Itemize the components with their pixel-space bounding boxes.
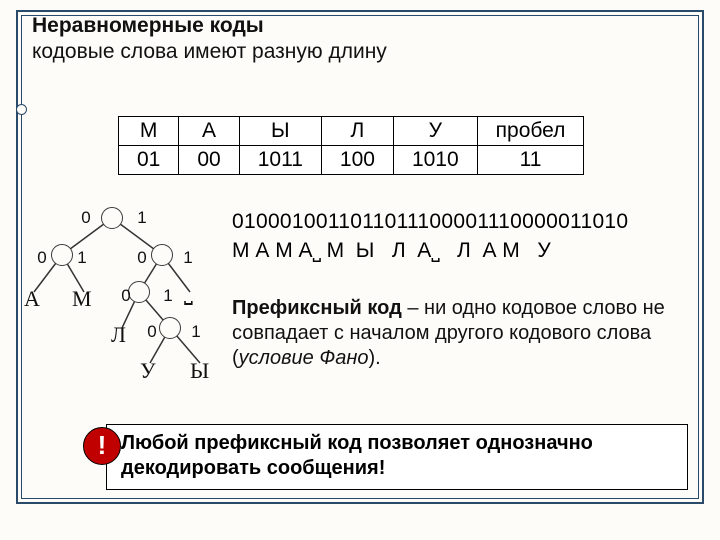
table-row: 01 00 1011 100 1010 11 [119, 146, 584, 175]
table-row: М А Ы Л У пробел [119, 117, 584, 146]
cond-close: ). [368, 347, 380, 369]
code-tree: 0 1 0 1 0 1 0 1 0 1 А М ⎵ Л У Ы [22, 200, 232, 410]
decoded-ch: М [275, 239, 293, 262]
title-bold: Неравномерные коды [32, 14, 264, 38]
table-header: пробел [477, 117, 584, 146]
decoded-ch: М [327, 239, 345, 262]
edge-label: 0 [112, 286, 140, 306]
note-box: ! Любой префиксный код позволяет однозна… [106, 424, 688, 490]
prefix-term: Префиксный код [232, 297, 402, 319]
note-text: Любой префиксный код позволяет однозначн… [121, 432, 593, 479]
decoded-ch: А [417, 239, 431, 262]
table-header: Л [321, 117, 393, 146]
exclamation-badge: ! [83, 427, 121, 465]
title-sub: кодовые слова имеют разную длину [32, 40, 387, 64]
table-cell: 01 [119, 146, 179, 175]
bitstring: 01000100110110111000011100000​11010 [232, 210, 628, 234]
tree-leaf-sp: ⎵ [184, 280, 193, 306]
edge-label: 0 [28, 248, 56, 268]
edge-label: 1 [128, 208, 156, 228]
cond-open: ( [232, 347, 239, 369]
decoded-ch: А [299, 239, 313, 262]
decoded-line: М А М А⎵М Ы Л А⎵ Л А М У [232, 238, 551, 263]
decoded-ch: Л [457, 239, 471, 262]
table-cell: 100 [321, 146, 393, 175]
edge-label: 1 [174, 248, 202, 268]
decoded-ch: М [502, 239, 520, 262]
table-cell: 1011 [239, 146, 321, 175]
edge-label: 1 [154, 286, 182, 306]
edge-label: 1 [68, 248, 96, 268]
table-cell: 11 [477, 146, 584, 175]
decoded-sp: ⎵ [431, 238, 445, 263]
decoded-ch: А [255, 239, 269, 262]
edge-label: 0 [138, 322, 166, 342]
frame-bead-left [16, 104, 27, 115]
edge-label: 0 [128, 248, 156, 268]
decoded-ch: У [537, 239, 550, 262]
tree-leaf-m: М [72, 286, 92, 312]
decoded-sp: ⎵ [313, 238, 327, 263]
table-cell: 00 [179, 146, 239, 175]
edge-label: 0 [72, 208, 100, 228]
table-header: Ы [239, 117, 321, 146]
decoded-ch: Л [392, 239, 406, 262]
tree-leaf-y: Ы [190, 358, 209, 384]
tree-leaf-l: Л [111, 322, 126, 348]
table-header: А [179, 117, 239, 146]
decoded-ch: А [482, 239, 496, 262]
tree-leaf-a: А [24, 286, 40, 312]
table-header: У [393, 117, 477, 146]
cond-name: условие Фано [239, 347, 369, 369]
table-cell: 1010 [393, 146, 477, 175]
code-table: М А Ы Л У пробел 01 00 1011 100 1010 11 [118, 116, 584, 175]
prefix-definition: Префиксный код – ни одно кодовое слово н… [232, 296, 690, 371]
decoded-ch: М [232, 239, 250, 262]
edge-label: 1 [182, 322, 210, 342]
tree-node [101, 207, 123, 229]
tree-leaf-u: У [140, 358, 156, 384]
table-header: М [119, 117, 179, 146]
decoded-ch: Ы [356, 239, 375, 262]
